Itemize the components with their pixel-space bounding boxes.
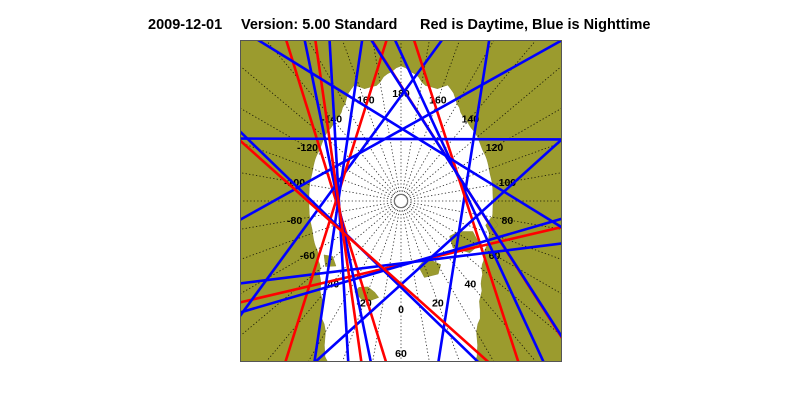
svg-text:20: 20 — [432, 298, 444, 310]
svg-text:40: 40 — [465, 279, 477, 291]
svg-text:-60: -60 — [300, 250, 315, 262]
svg-text:80: 80 — [502, 215, 514, 227]
svg-text:60: 60 — [395, 348, 407, 360]
svg-text:120: 120 — [486, 142, 504, 154]
svg-text:0: 0 — [398, 304, 404, 316]
svg-text:-80: -80 — [287, 215, 302, 227]
svg-text:-120: -120 — [297, 142, 318, 154]
svg-text:-140: -140 — [321, 113, 342, 125]
